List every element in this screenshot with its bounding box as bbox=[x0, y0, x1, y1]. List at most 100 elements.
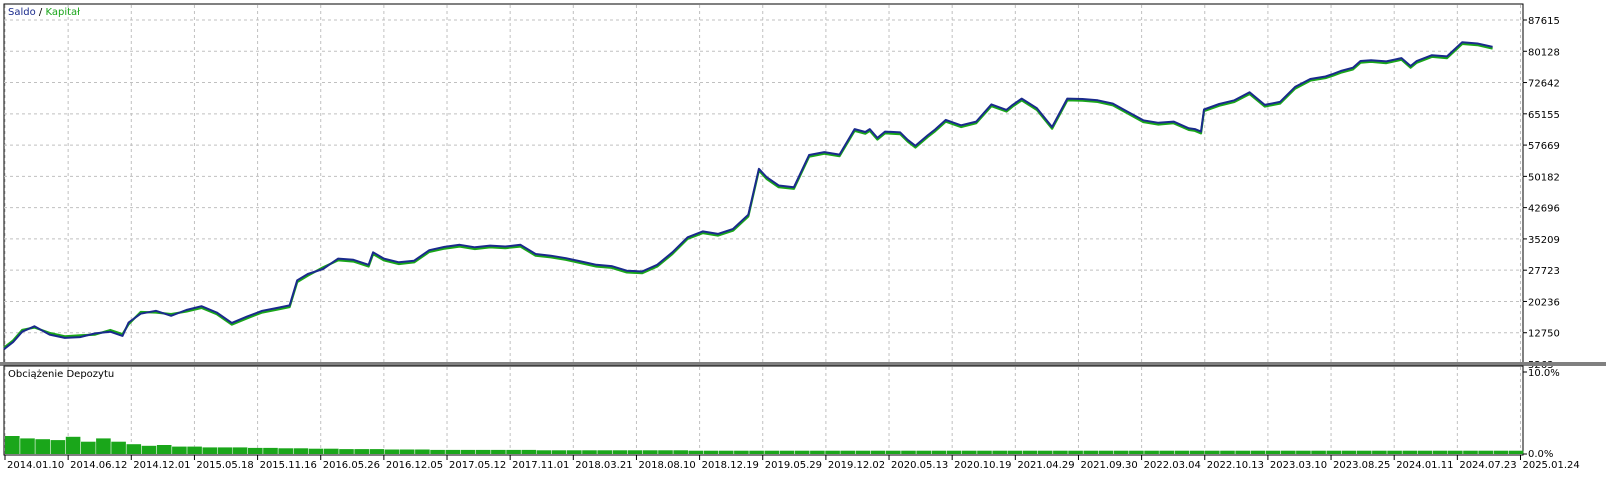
deposit-load-bar bbox=[81, 441, 96, 454]
deposit-load-bar bbox=[1341, 450, 1357, 454]
deposit-load-bar bbox=[248, 447, 263, 454]
deposit-load-bar bbox=[688, 450, 704, 454]
deposit-load-bar bbox=[521, 449, 537, 454]
balance-y-tick-label: 57669 bbox=[1528, 141, 1560, 152]
deposit-load-bar bbox=[1250, 450, 1266, 454]
balance-y-tick-label: 65155 bbox=[1528, 110, 1560, 121]
deposit-load-bar bbox=[1098, 450, 1114, 454]
deposit-load-bar bbox=[1053, 450, 1068, 454]
deposit-load-bar bbox=[20, 438, 35, 454]
balance-y-axis: 87615 80128 72642 65155 57669 50182 42696 35209… bbox=[1523, 16, 1560, 371]
x-tick-label: 2024.01.11 bbox=[1396, 460, 1453, 471]
x-tick-label: 2018.03.21 bbox=[575, 460, 632, 471]
deposit-load-bar bbox=[430, 449, 445, 454]
equity-line bbox=[3, 42, 1493, 349]
x-tick-label: 2018.08.10 bbox=[638, 460, 695, 471]
deposit-load-bar bbox=[825, 450, 840, 454]
x-tick-label: 2017.05.12 bbox=[449, 460, 506, 471]
deposit-load-bar bbox=[1281, 450, 1296, 454]
x-tick-label: 2017.11.01 bbox=[512, 460, 569, 471]
deposit-load-bar bbox=[794, 450, 810, 454]
deposit-load-bar bbox=[1129, 450, 1144, 454]
deposit-load-bar bbox=[1265, 450, 1281, 454]
x-tick-label: 2024.07.23 bbox=[1459, 460, 1516, 471]
x-tick-label: 2014.12.01 bbox=[133, 460, 190, 471]
deposit-load-bar bbox=[1356, 450, 1372, 454]
deposit-load-bar bbox=[460, 449, 476, 454]
x-tick-label: 2019.12.02 bbox=[828, 460, 885, 471]
deposit-load-title: Obciążenie Depozytu bbox=[8, 369, 114, 380]
deposit-load-bar bbox=[1432, 450, 1448, 454]
deposit-load-bar bbox=[1296, 450, 1311, 454]
deposit-load-bar bbox=[582, 450, 597, 454]
deposit-load-bar bbox=[597, 450, 612, 454]
x-tick-label: 2020.05.13 bbox=[891, 460, 948, 471]
balance-series bbox=[3, 41, 1493, 350]
deposit-load-bar bbox=[1326, 450, 1342, 454]
x-tick-label: 2014.01.10 bbox=[7, 460, 64, 471]
balance-y-tick-label: 35209 bbox=[1528, 235, 1560, 246]
deposit-load-bar bbox=[643, 450, 658, 454]
deposit-load-y-axis: 10.0% 0.0% bbox=[1523, 368, 1560, 460]
x-tick-label: 2016.12.05 bbox=[386, 460, 443, 471]
deposit-load-bar bbox=[734, 450, 749, 454]
deposit-load-bar bbox=[916, 450, 931, 454]
deposit-load-bar bbox=[764, 450, 780, 454]
deposit-load-bar bbox=[475, 449, 491, 454]
balance-y-tick-label: 42696 bbox=[1528, 204, 1560, 215]
time-axis: 2014.01.10 2014.06.12 2014.12.01 2015.05.18… bbox=[4, 455, 1580, 471]
x-tick-label: 2022.10.13 bbox=[1207, 460, 1264, 471]
deposit-load-bar bbox=[1007, 450, 1023, 454]
deposit-load-bar bbox=[1022, 450, 1038, 454]
deposit-load-grid bbox=[4, 367, 1521, 454]
x-tick-label: 2022.03.04 bbox=[1144, 460, 1201, 471]
deposit-load-bar bbox=[977, 450, 992, 454]
legend-balance-label: Saldo bbox=[8, 7, 36, 18]
deposit-load-bar bbox=[536, 450, 552, 454]
balance-y-tick-label: 80128 bbox=[1528, 47, 1560, 58]
deposit-load-bar bbox=[506, 449, 521, 454]
deposit-load-bar bbox=[217, 447, 233, 454]
deposit-load-bar bbox=[1083, 450, 1099, 454]
deposit-load-bar bbox=[399, 449, 415, 454]
deposit-load-bar bbox=[962, 450, 977, 454]
balance-y-tick-label: 20236 bbox=[1528, 297, 1560, 308]
deposit-load-bar bbox=[491, 449, 506, 454]
deposit-load-bar bbox=[612, 450, 628, 454]
deposit-load-bar bbox=[293, 448, 309, 454]
deposit-load-bar bbox=[1220, 450, 1235, 454]
deposit-load-bar bbox=[1463, 450, 1478, 454]
deposit-load-bar bbox=[1478, 450, 1493, 454]
deposit-load-bar bbox=[779, 450, 795, 454]
x-tick-label: 2025.01.24 bbox=[1522, 460, 1579, 471]
panel-divider[interactable] bbox=[0, 362, 1606, 366]
deposit-load-bar bbox=[810, 450, 825, 454]
deposit-load-bar bbox=[96, 438, 111, 454]
deposit-load-bar bbox=[1159, 450, 1174, 454]
deposit-load-bar bbox=[1189, 450, 1205, 454]
deposit-load-bar bbox=[946, 450, 962, 454]
deposit-load-bar bbox=[232, 447, 248, 454]
deposit-load-bar bbox=[65, 436, 81, 454]
deposit-load-bar bbox=[1372, 450, 1387, 454]
deposit-load-bar bbox=[703, 450, 719, 454]
deposit-load-bar bbox=[141, 445, 157, 454]
deposit-load-bar bbox=[354, 449, 369, 454]
deposit-load-bar bbox=[172, 446, 187, 454]
deposit-load-bar bbox=[5, 436, 20, 454]
deposit-load-bar bbox=[278, 448, 293, 454]
deposit-load-bar bbox=[1417, 450, 1433, 454]
deposit-load-bar bbox=[886, 450, 901, 454]
deposit-load-bar bbox=[111, 441, 126, 454]
deposit-load-bar bbox=[1387, 450, 1402, 454]
deposit-load-bar bbox=[1448, 450, 1463, 454]
deposit-load-bar bbox=[202, 447, 218, 454]
legend-equity-label: Kapitał bbox=[45, 7, 80, 18]
deposit-load-bar bbox=[1311, 450, 1326, 454]
deposit-load-bar bbox=[855, 450, 871, 454]
x-tick-label: 2019.05.29 bbox=[765, 460, 822, 471]
deposit-load-bar bbox=[156, 445, 172, 454]
deposit-load-bar bbox=[445, 449, 461, 454]
deposit-load-bar bbox=[324, 448, 339, 454]
